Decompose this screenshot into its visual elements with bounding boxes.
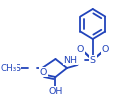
Text: O: O	[77, 44, 84, 54]
Text: S: S	[14, 64, 20, 72]
Text: O: O	[39, 68, 47, 76]
Text: NH: NH	[64, 56, 77, 65]
Text: OH: OH	[48, 86, 63, 96]
Text: O: O	[102, 44, 109, 54]
Text: CH₃: CH₃	[1, 64, 17, 72]
Text: S: S	[90, 56, 96, 65]
